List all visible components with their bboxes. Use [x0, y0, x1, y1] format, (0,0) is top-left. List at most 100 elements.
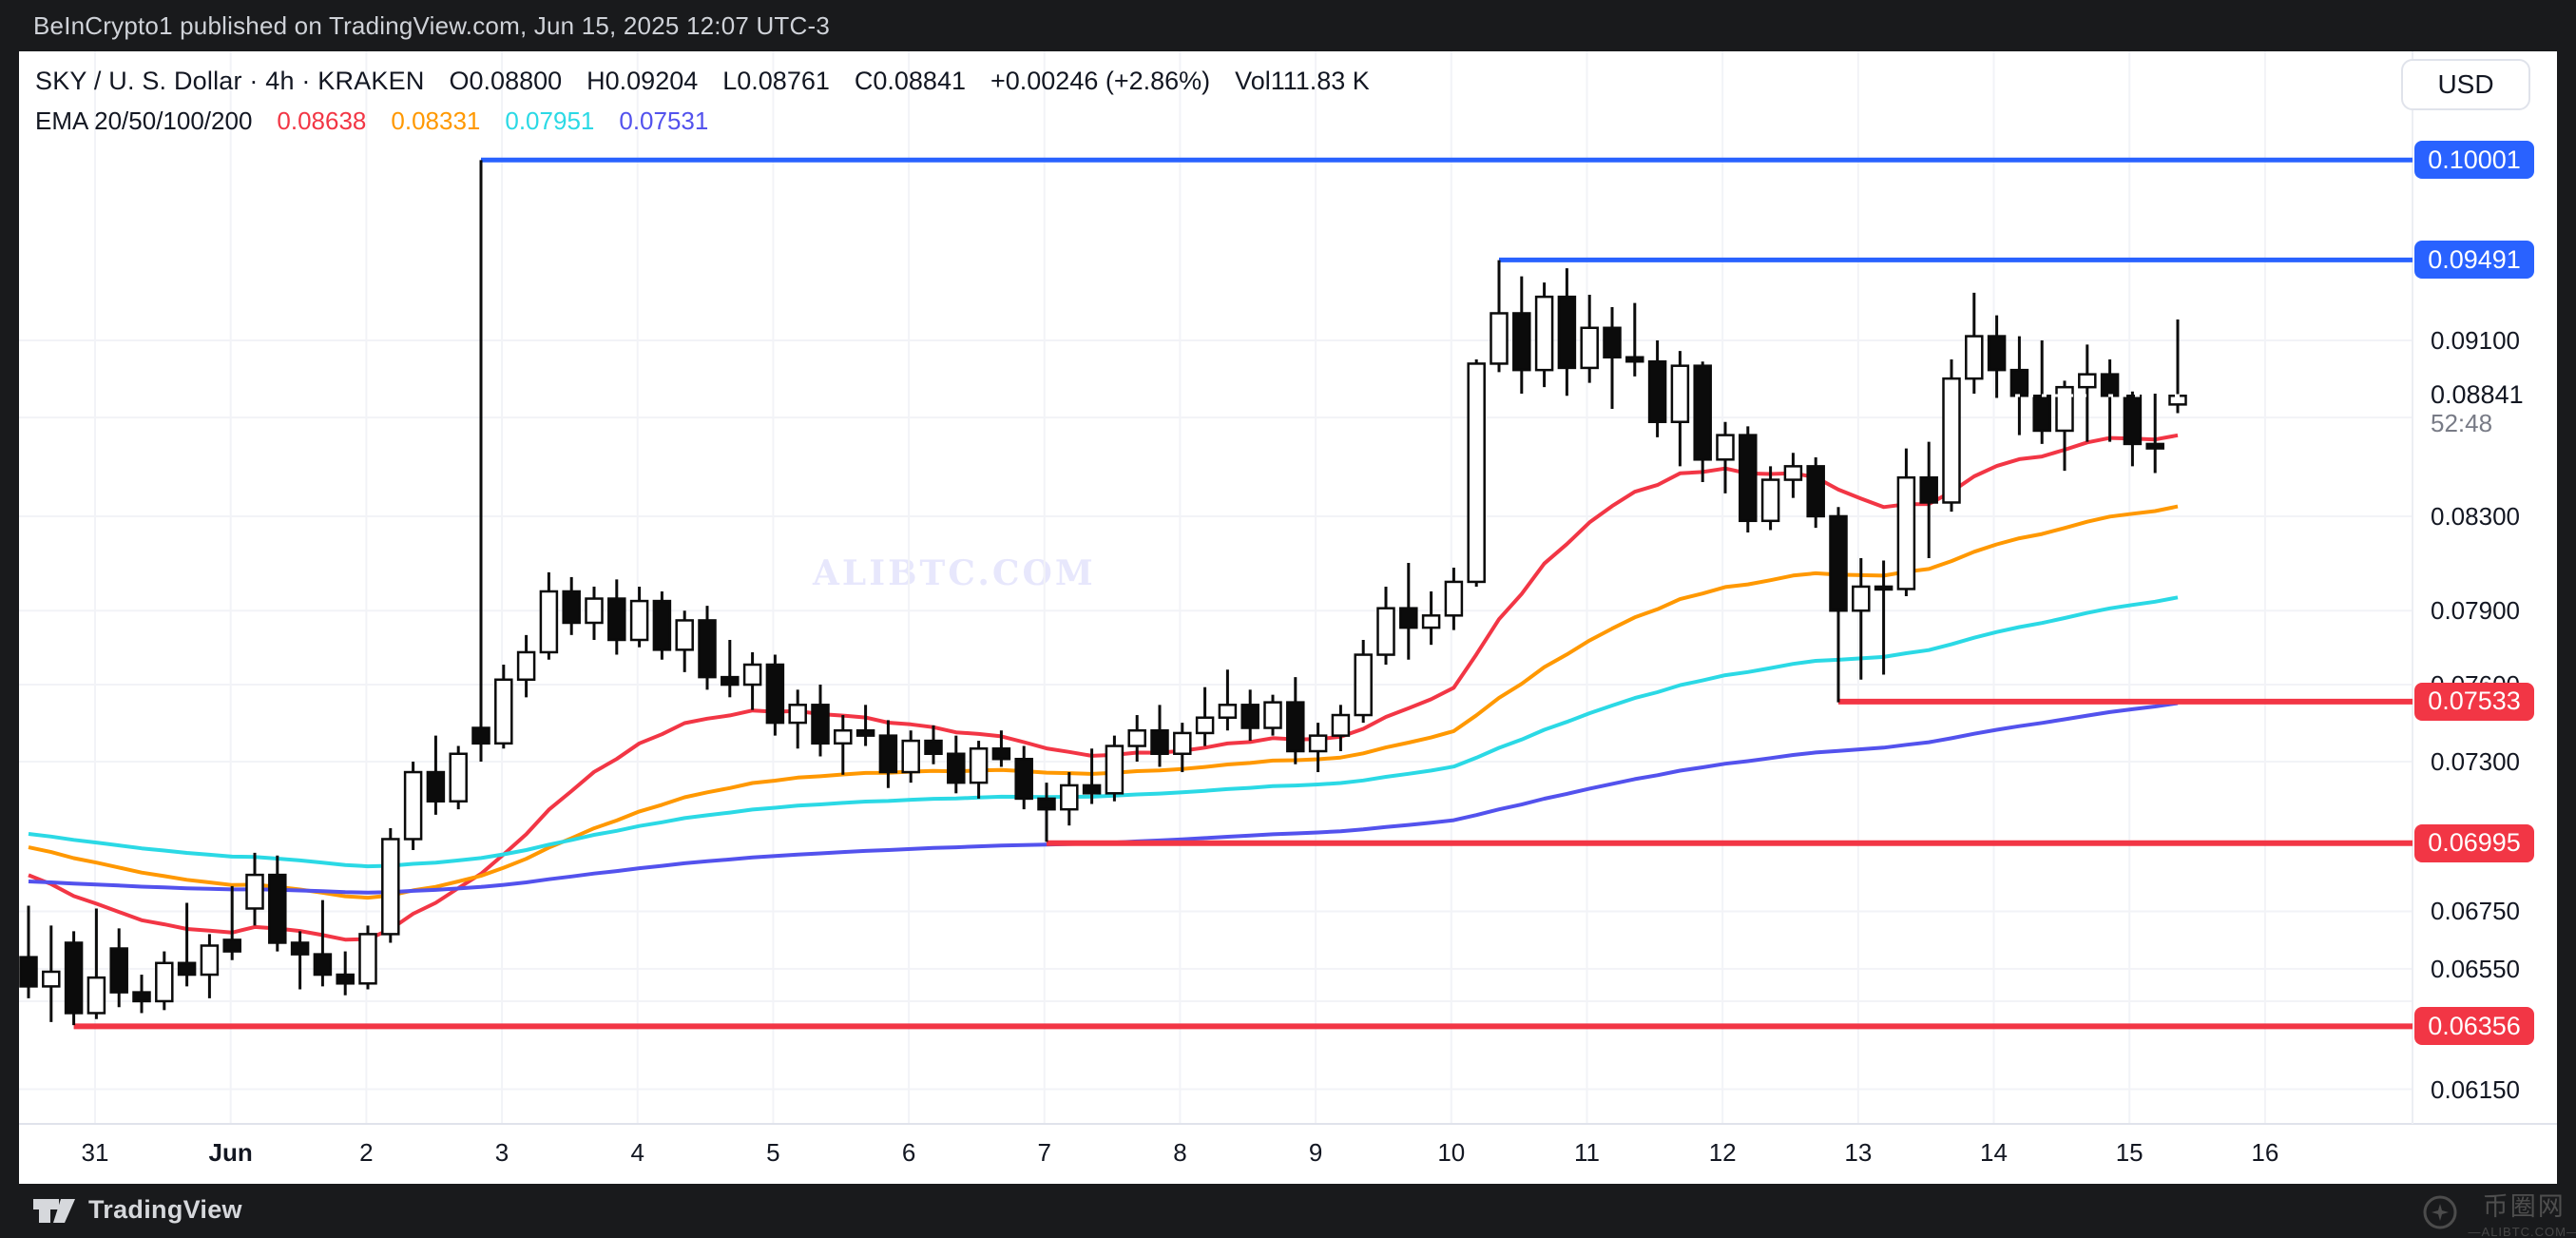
tradingview-brand[interactable]: TradingView [31, 1195, 242, 1225]
cn-watermark: 币圈网 —ALIBTC.COM— [2419, 1186, 2576, 1238]
candle [403, 770, 423, 841]
candle [1647, 359, 1667, 423]
level-badge-0.07533[interactable]: 0.07533 [2414, 682, 2534, 721]
candle [64, 941, 84, 1015]
ema20-value: 0.08638 [277, 106, 367, 135]
candle [1286, 701, 1305, 753]
ohlc-change: +0.00246 (+2.86%) [990, 67, 1211, 95]
time-tick-label: 16 [2251, 1138, 2279, 1167]
ohlc-high: H0.09204 [586, 67, 699, 95]
candle [1082, 783, 1102, 795]
price-tick-label: 0.07900 [2431, 596, 2520, 626]
candle [1037, 797, 1056, 811]
candle [1716, 434, 1735, 461]
time-scale[interactable] [19, 1124, 2413, 1184]
candle [1557, 295, 1577, 370]
ema200-value: 0.07531 [619, 106, 709, 135]
chart-panel: ALIBTC.COM SKY / U. S. Dollar · 4h · KRA… [19, 51, 2557, 1184]
candle [1942, 377, 1961, 504]
symbol-legend: SKY / U. S. Dollar · 4h · KRAKEN O0.0880… [35, 67, 1370, 96]
candle [1399, 607, 1418, 629]
time-tick-label: 5 [766, 1138, 780, 1167]
candle [1670, 364, 1690, 423]
candle [1919, 475, 1938, 504]
center-watermark: ALIBTC.COM [813, 553, 1096, 593]
candle [200, 944, 220, 977]
level-badge-0.09491[interactable]: 0.09491 [2414, 241, 2534, 280]
ema-legend: EMA 20/50/100/200 0.08638 0.08331 0.0795… [35, 106, 708, 136]
candle [652, 599, 672, 651]
cn-watermark-site: —ALIBTC.COM— [2468, 1225, 2576, 1238]
level-lines [73, 157, 2413, 1030]
chart-canvas[interactable] [19, 51, 2557, 1184]
candle [177, 961, 197, 977]
candle [471, 726, 490, 745]
level-badge-0.10001[interactable]: 0.10001 [2414, 141, 2534, 180]
ema50-value: 0.08331 [391, 106, 481, 135]
candle [2032, 395, 2051, 433]
candle [1806, 465, 1825, 518]
candle [132, 991, 151, 1003]
level-badge-0.06356[interactable]: 0.06356 [2414, 1007, 2534, 1046]
candle [1467, 362, 1486, 584]
candle [1331, 713, 1351, 737]
candle [1105, 745, 1125, 795]
candle [268, 873, 287, 944]
candle [855, 728, 875, 737]
tradingview-logo-icon [33, 1198, 75, 1223]
candle [1127, 728, 1146, 747]
time-tick-label: 15 [2115, 1138, 2143, 1167]
candle [1421, 614, 1441, 629]
current-price-label: 0.08841 [2431, 380, 2524, 410]
candle [1987, 335, 2007, 372]
candle [19, 956, 38, 988]
ema100-line [28, 595, 2179, 869]
candles [19, 160, 2191, 1026]
time-tick-label: 2 [359, 1138, 374, 1167]
candle [1829, 514, 1848, 612]
level-badge-0.06995[interactable]: 0.06995 [2414, 823, 2534, 862]
candle [947, 752, 966, 784]
candle [313, 953, 333, 977]
candle [585, 597, 604, 625]
gridlines [19, 51, 2557, 1125]
candle [1760, 478, 1780, 523]
candle [1444, 580, 1464, 617]
ema-label[interactable]: EMA 20/50/100/200 [35, 106, 253, 135]
price-tick-label: 0.06550 [2431, 954, 2520, 983]
time-tick-label: 7 [1037, 1138, 1051, 1167]
candle [87, 976, 106, 1015]
candle [1240, 704, 1259, 729]
candle [901, 739, 920, 774]
candle [381, 838, 400, 936]
candle [1896, 475, 1916, 590]
attribution-text: BeInCrypto1 published on TradingView.com… [33, 10, 831, 40]
time-tick-label: 4 [630, 1138, 644, 1167]
attribution-bar: BeInCrypto1 published on TradingView.com… [0, 0, 2576, 51]
candle [1354, 653, 1373, 717]
price-tick-label: 0.09100 [2431, 325, 2520, 355]
candle [494, 678, 513, 745]
candle [969, 747, 989, 784]
candle [1739, 434, 1758, 523]
symbol-title[interactable]: SKY / U. S. Dollar · 4h · KRAKEN [35, 67, 425, 95]
time-tick-label: 14 [1980, 1138, 2008, 1167]
time-tick-label: 13 [1844, 1138, 1873, 1167]
candle [1014, 757, 1033, 801]
candle [1580, 326, 1599, 370]
candle [1512, 312, 1531, 372]
time-tick-label: Jun [208, 1138, 253, 1167]
time-tick-label: 6 [901, 1138, 916, 1167]
time-tick-label: 9 [1308, 1138, 1323, 1167]
time-tick-label: 8 [1173, 1138, 1187, 1167]
candle [1060, 783, 1079, 811]
candle [2123, 395, 2143, 446]
candle [336, 973, 355, 985]
candle [1218, 704, 1238, 719]
currency-toggle-button[interactable]: USD [2401, 59, 2530, 110]
candle [449, 752, 468, 803]
candle [1603, 326, 1622, 358]
candle [788, 704, 807, 725]
candle [516, 650, 536, 682]
candle [1490, 312, 1509, 365]
